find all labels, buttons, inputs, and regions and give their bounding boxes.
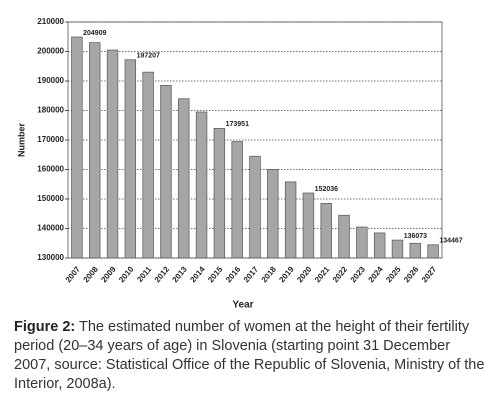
x-tick-label: 2016 xyxy=(224,264,243,284)
bar xyxy=(124,59,137,259)
bar xyxy=(338,214,350,259)
x-tick-label: 2008 xyxy=(82,264,101,284)
x-tick-label: 2024 xyxy=(366,264,385,284)
bar xyxy=(195,111,208,259)
value-label: 152036 xyxy=(315,186,338,193)
bar xyxy=(106,49,119,259)
y-tick-label: 170000 xyxy=(37,135,64,144)
x-tick-label: 2023 xyxy=(349,264,368,284)
bar xyxy=(320,203,332,259)
value-label: 173951 xyxy=(226,121,249,128)
y-tick-label: 160000 xyxy=(37,165,64,174)
bar xyxy=(409,242,421,259)
x-tick-label: 2014 xyxy=(188,264,207,284)
x-tick-label: 2013 xyxy=(171,264,190,284)
caption: Figure 2: The estimated number of women … xyxy=(14,318,490,394)
x-tick-label: 2027 xyxy=(420,264,439,284)
bar xyxy=(284,181,297,259)
bar xyxy=(231,141,243,259)
x-tick-label: 2026 xyxy=(402,264,421,284)
chart: Number Year 130000 140000 150000 160000 1700… xyxy=(16,17,462,311)
x-tick-label: 2010 xyxy=(117,264,136,284)
x-tick-label: 2022 xyxy=(331,264,350,284)
bar xyxy=(71,36,83,259)
x-tick-label: 2017 xyxy=(242,264,261,284)
caption-label: Figure 2: xyxy=(14,319,76,335)
y-tick-label: 180000 xyxy=(37,106,64,115)
x-tick-label: 2012 xyxy=(153,264,172,284)
bar xyxy=(373,232,386,259)
bar xyxy=(356,226,368,259)
x-tick-label: 2007 xyxy=(64,264,83,284)
x-tick-label: 2019 xyxy=(277,264,296,284)
x-tick-label: 2025 xyxy=(384,264,403,284)
y-axis-title: Number xyxy=(16,123,26,158)
y-tick-label: 150000 xyxy=(37,194,64,203)
value-label: 134467 xyxy=(439,238,462,245)
x-tick-label: 2011 xyxy=(135,264,153,284)
caption-text: The estimated number of women at the hei… xyxy=(14,319,485,392)
x-tick-label: 2009 xyxy=(99,264,118,284)
x-tick-label: 2018 xyxy=(260,264,279,284)
y-tick-label: 140000 xyxy=(37,224,64,233)
bar xyxy=(249,155,261,259)
bar xyxy=(142,71,154,259)
bar xyxy=(267,169,279,259)
value-label: 136073 xyxy=(404,233,427,240)
x-tick-label: 2020 xyxy=(295,264,314,284)
bar xyxy=(302,192,315,259)
bar xyxy=(427,244,439,259)
y-tick-label: 130000 xyxy=(37,253,64,262)
bar xyxy=(160,85,172,259)
y-tick-label: 200000 xyxy=(37,47,64,56)
value-label: 204909 xyxy=(83,30,106,37)
x-tick-label: 2015 xyxy=(206,264,225,284)
bar xyxy=(178,98,190,259)
bar xyxy=(89,42,101,259)
y-tick-label: 190000 xyxy=(37,76,64,85)
x-tick-label: 2021 xyxy=(313,264,332,284)
x-axis-title: Year xyxy=(232,300,253,311)
bar xyxy=(213,127,226,259)
value-label: 197207 xyxy=(137,53,160,60)
y-tick-label: 210000 xyxy=(37,17,64,26)
bar xyxy=(391,239,404,259)
